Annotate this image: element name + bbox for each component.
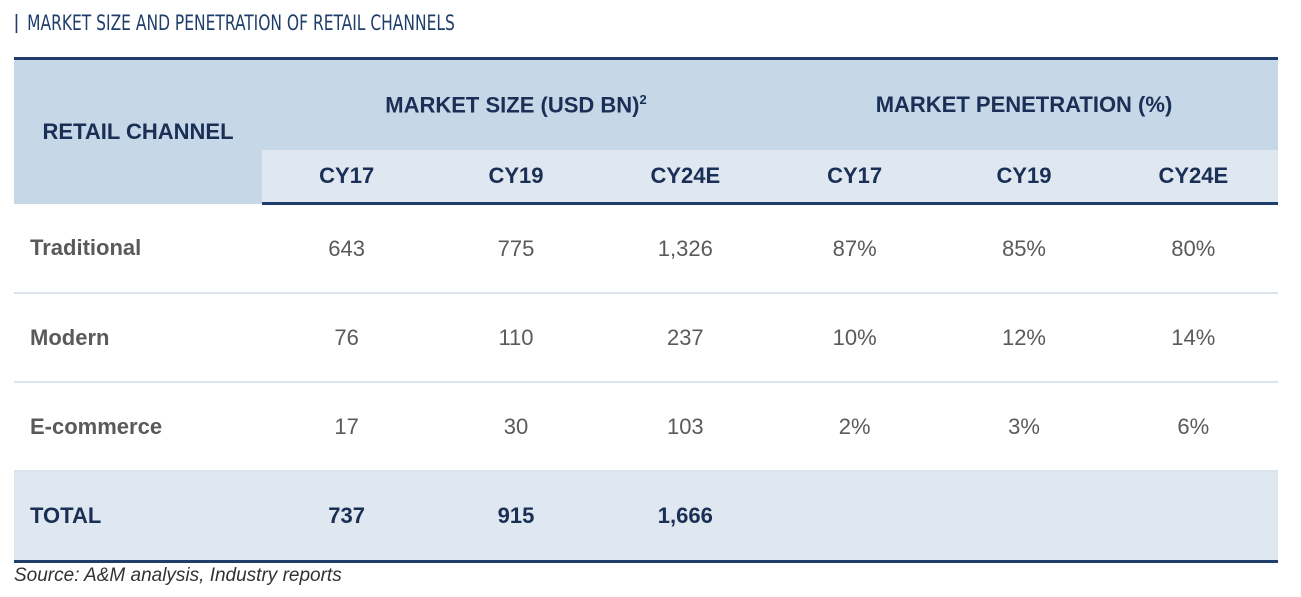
- row-label: E-commerce: [14, 382, 262, 472]
- empty-cell: [939, 471, 1109, 562]
- cell: 643: [262, 203, 432, 294]
- cell: 80%: [1108, 203, 1278, 294]
- cell: 12%: [939, 293, 1109, 383]
- footnote-mark: 2: [639, 91, 647, 107]
- group-header: MARKET SIZE (USD BN)2: [262, 58, 770, 150]
- empty-cell: [1108, 471, 1278, 562]
- column-header: CY17: [769, 150, 940, 205]
- cell: 85%: [939, 203, 1109, 294]
- empty-cell: [769, 471, 940, 562]
- row: Traditional 643 775 1,326 87% 85% 80%: [14, 203, 1278, 294]
- total-row: TOTAL 737 915 1,666: [14, 471, 1278, 562]
- cell: 6%: [1108, 382, 1278, 472]
- cell: 237: [600, 293, 770, 383]
- total-cell: 737: [262, 471, 432, 562]
- group-label: MARKET PENETRATION (%): [875, 92, 1173, 117]
- cell: 10%: [769, 293, 940, 383]
- title: MARKET SIZE AND PENETRATION OF RETAIL CH…: [14, 10, 455, 36]
- source: Source: A&M analysis, Industry reports: [14, 565, 342, 586]
- cell: 17: [262, 382, 432, 472]
- cell: 2%: [769, 382, 940, 472]
- total-label: TOTAL: [14, 471, 262, 562]
- cell: 14%: [1108, 293, 1278, 383]
- cell: 775: [431, 203, 601, 294]
- group-header: MARKET PENETRATION (%): [769, 58, 1278, 150]
- column-header: CY19: [431, 150, 601, 205]
- column-header: CY24E: [1108, 150, 1278, 205]
- cell: 1,326: [600, 203, 770, 294]
- row-label: Modern: [14, 293, 262, 383]
- corner-header: RETAIL CHANNEL: [14, 58, 262, 204]
- row: Modern 76 110 237 10% 12% 14%: [14, 293, 1278, 383]
- group-label: MARKET SIZE (USD BN): [385, 92, 640, 118]
- cell: 3%: [939, 382, 1109, 472]
- column-header: CY24E: [600, 150, 770, 205]
- column-header: CY17: [262, 150, 432, 205]
- column-header: CY19: [939, 150, 1109, 205]
- table: RETAIL CHANNEL MARKET SIZE (USD BN)2 MAR…: [14, 57, 1278, 563]
- row: E-commerce 17 30 103 2% 3% 6%: [14, 382, 1278, 472]
- cell: 110: [431, 293, 601, 383]
- cell: 30: [431, 382, 601, 472]
- cell: 103: [600, 382, 770, 472]
- total-cell: 1,666: [600, 471, 770, 562]
- cell: 76: [262, 293, 432, 383]
- total-cell: 915: [431, 471, 601, 562]
- row-label: Traditional: [14, 203, 262, 294]
- cell: 87%: [769, 203, 940, 294]
